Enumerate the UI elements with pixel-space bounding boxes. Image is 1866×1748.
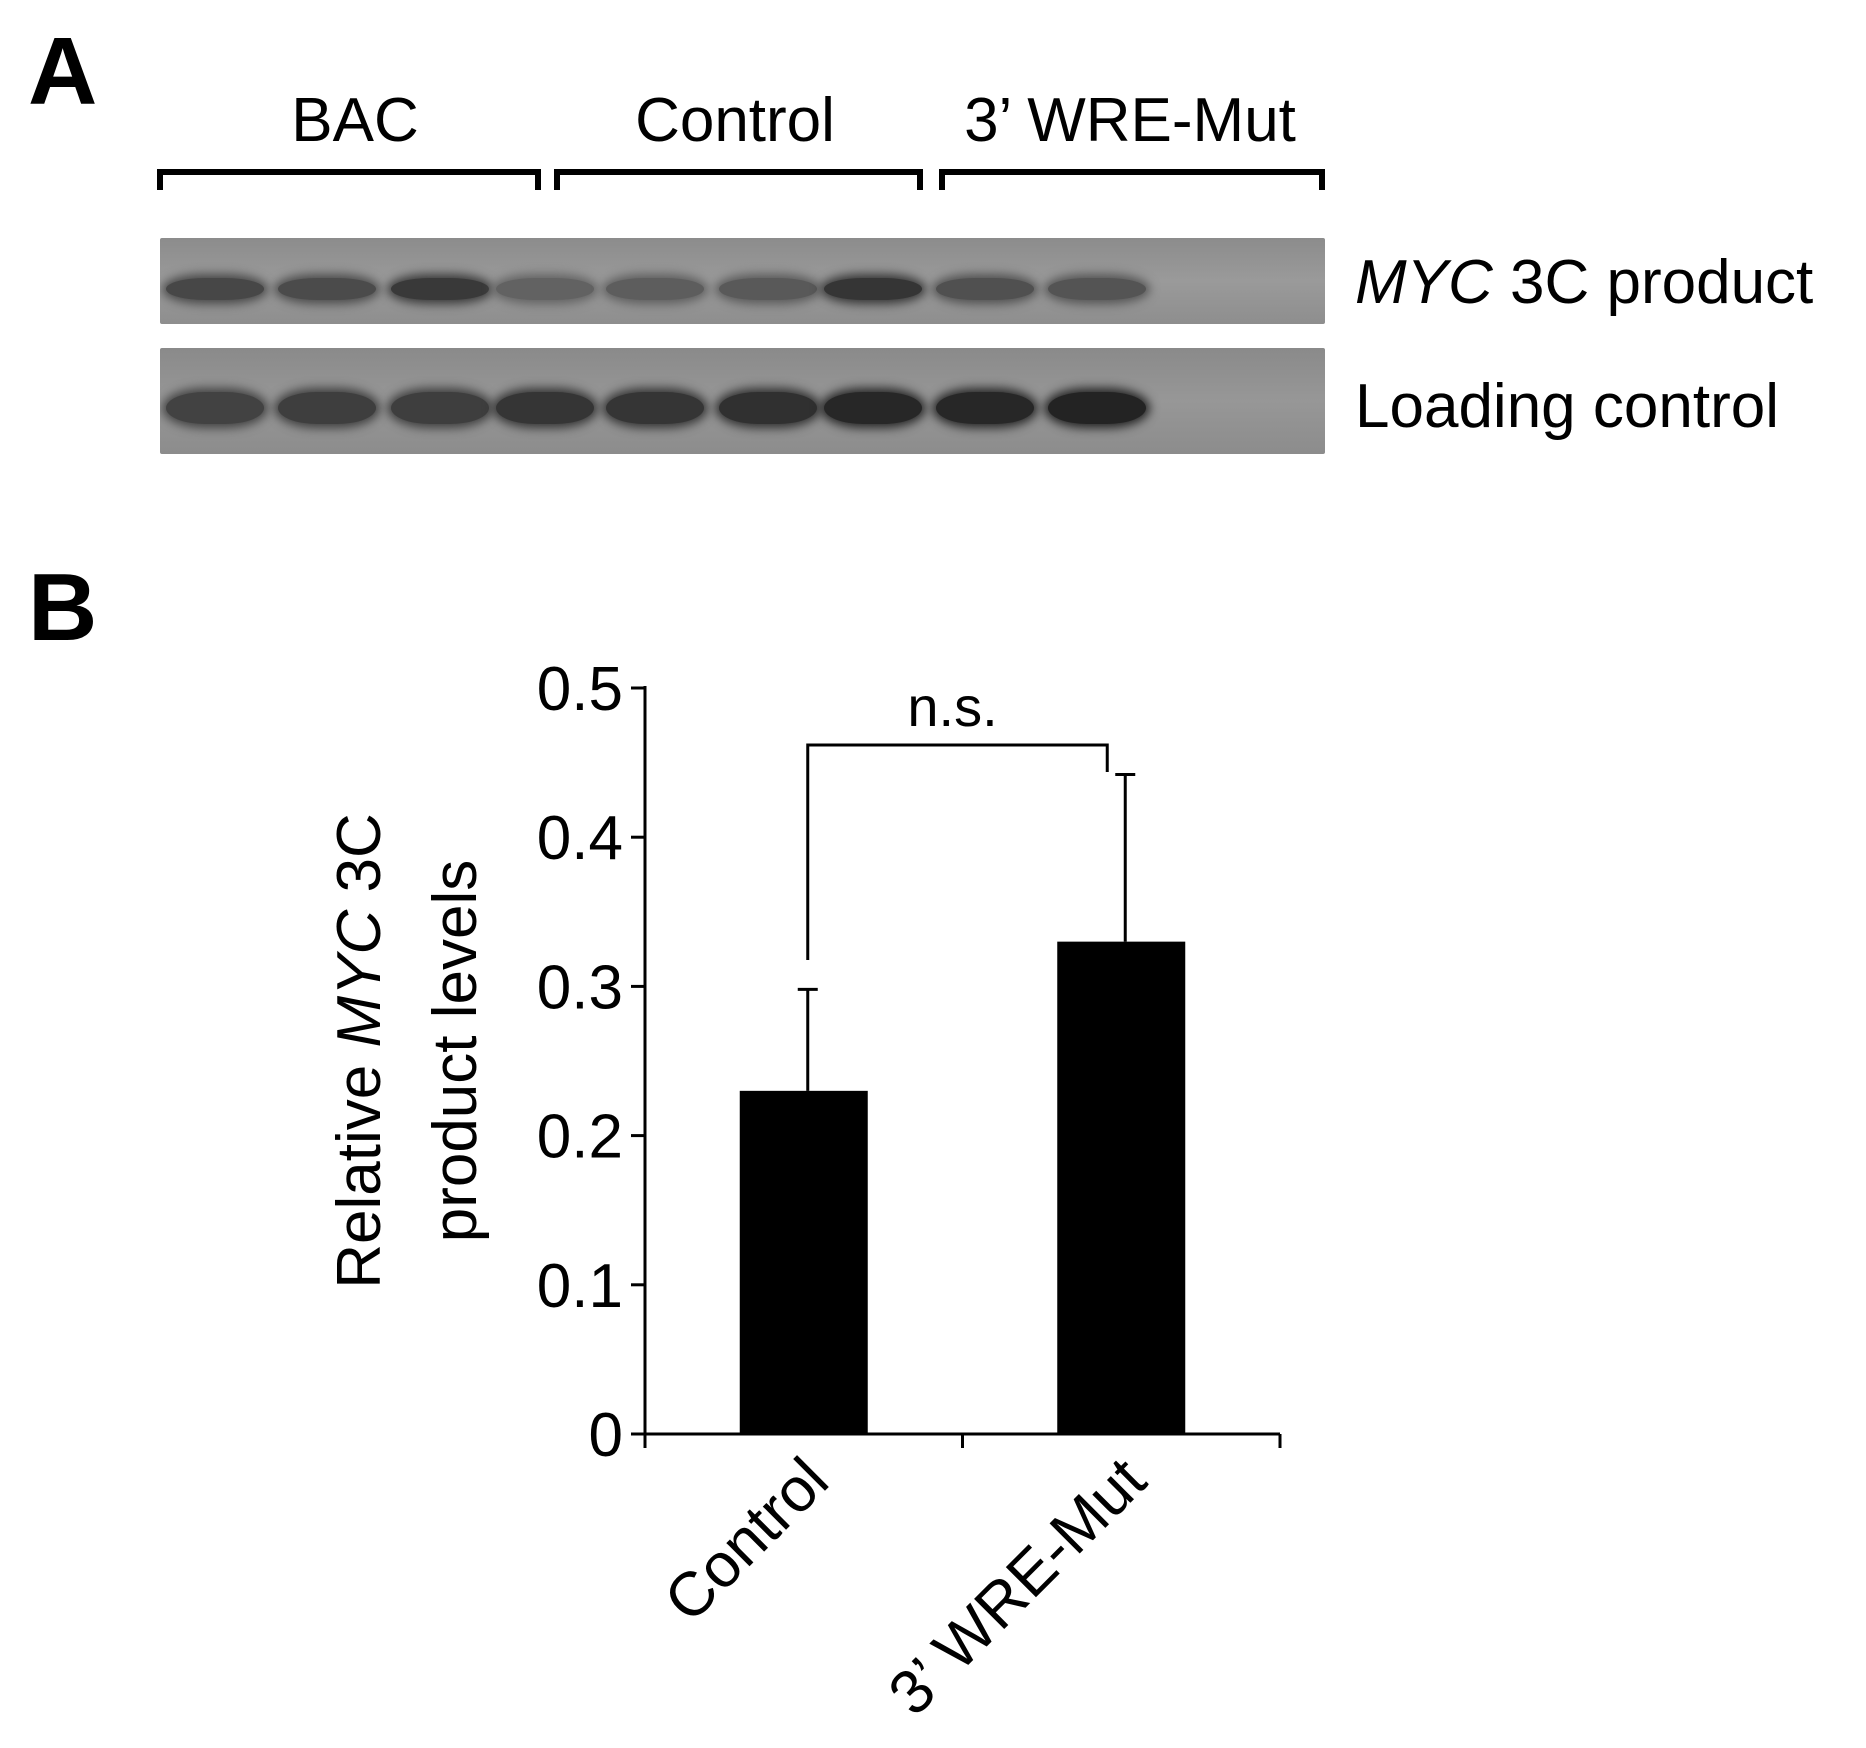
y-tick-label-1: 0.1 (537, 1252, 623, 1321)
y-axis-label-gene: MYC (325, 909, 394, 1048)
bar-1 (1057, 941, 1186, 1434)
gene-name: MYC (1355, 248, 1493, 317)
band-loading-1 (166, 392, 264, 424)
y-tick-label-3: 0.3 (537, 953, 623, 1022)
y-tick-label-0: 0 (589, 1401, 623, 1470)
band-loading-9 (1048, 392, 1146, 424)
band-myc-4 (496, 278, 594, 300)
row-label-loading-control: Loading control (1355, 372, 1779, 441)
panel-b-letter: B (28, 554, 98, 661)
y-tick-label-4: 0.4 (537, 804, 623, 873)
y-tick-label-5: 0.5 (537, 655, 623, 724)
band-loading-8 (936, 392, 1034, 424)
band-loading-2 (278, 392, 376, 424)
y-axis-label-pre: Relative (325, 1048, 394, 1289)
row-label-myc-3c: MYC 3C product (1355, 252, 1813, 314)
y-axis-label-line2: product levels (421, 860, 490, 1243)
band-myc-6 (719, 278, 817, 300)
y-tick-label-2: 0.2 (537, 1103, 623, 1172)
band-myc-3 (391, 278, 489, 300)
band-loading-4 (496, 392, 594, 424)
band-myc-2 (278, 278, 376, 300)
group-label-bac: BAC (291, 86, 419, 155)
band-loading-6 (719, 392, 817, 424)
x-category-label-1: 3’ WRE-Mut (876, 1445, 1159, 1728)
group-label-control: Control (635, 86, 835, 155)
band-myc-9 (1048, 278, 1146, 300)
band-myc-5 (606, 278, 704, 300)
band-myc-1 (166, 278, 264, 300)
gel-loading-control (160, 348, 1325, 454)
band-myc-8 (936, 278, 1034, 300)
panel-a-letter: A (28, 18, 98, 125)
y-axis-label-line1: Relative MYC 3C (325, 813, 394, 1288)
band-loading-7 (824, 392, 922, 424)
band-myc-7 (824, 278, 922, 300)
group-label-3wre-mut: 3’ WRE-Mut (964, 86, 1296, 155)
row-label-rest: 3C product (1492, 248, 1814, 317)
y-axis-label-post: 3C (325, 813, 394, 909)
significance-label: n.s. (907, 675, 997, 738)
x-category-label-0: Control (652, 1445, 842, 1635)
band-loading-3 (391, 392, 489, 424)
band-loading-5 (606, 392, 704, 424)
significance-bracket (806, 743, 1109, 960)
bar-0 (739, 1090, 868, 1434)
gel-myc-3c (160, 238, 1325, 324)
